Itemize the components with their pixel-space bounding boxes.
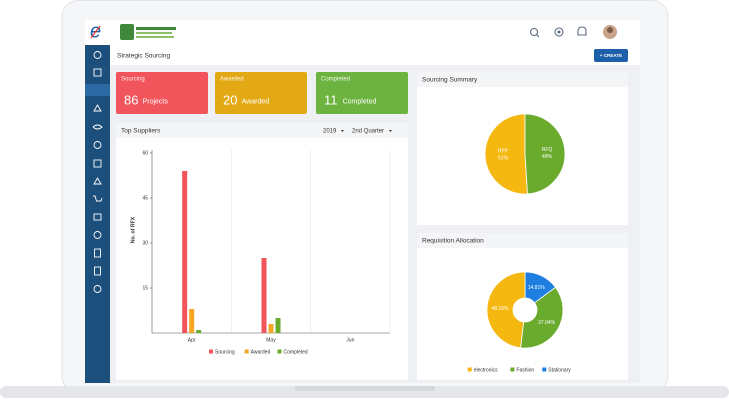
stat-card-value: 11 [324,92,338,107]
legend-label[interactable]: Fashion [516,367,534,373]
stat-card-unit: Projects [143,98,169,105]
legend-swatch [542,367,547,372]
slice[interactable] [524,113,566,195]
nav-icon[interactable] [94,266,101,276]
y-axis-label: No. of RFX [130,216,136,243]
y-tick-label: 15 [142,285,148,291]
slice[interactable] [520,286,564,349]
nav-icon[interactable] [92,124,103,130]
stat-card-value: 86 [124,92,138,107]
legend-label[interactable]: Sourcing [215,349,235,355]
panel-title: Top Suppliers [121,128,161,135]
legend-swatch [209,349,213,354]
nav-icon[interactable] [93,68,102,77]
slice[interactable] [486,271,526,349]
legend-swatch [277,349,282,354]
y-tick-label: 45 [142,195,148,201]
sidebar-active [85,84,110,96]
nav-icon[interactable] [94,248,101,258]
org-logo-text [136,27,176,30]
sub-header [110,45,640,65]
x-tick-label: Apr [188,337,196,343]
y-tick-label: 30 [142,240,148,246]
top-suppliers-panel [116,123,408,380]
dropdown-caret [389,130,392,132]
stat-card[interactable] [215,72,307,114]
dropdown-caret [341,130,344,132]
bar[interactable] [189,309,195,333]
legend-label[interactable]: Awarded [251,349,271,355]
legend-label[interactable]: Completed [284,349,308,355]
x-tick-label: Jun [346,337,354,343]
slice-value-label: 49% [542,154,553,160]
stat-card-unit: Awarded [242,98,270,105]
org-logo-text [136,32,172,34]
nav-icon[interactable] [93,285,102,293]
panel-header [116,123,408,138]
laptop-base [0,386,729,398]
laptop-notch [295,386,435,391]
panel-title: Sourcing Summary [422,77,478,84]
slice-category-label: RFQ [542,147,553,153]
target-icon[interactable] [554,27,564,37]
bar[interactable] [268,324,274,333]
legend-label[interactable]: Stationary [548,367,571,373]
panel-header [417,233,628,248]
stat-card-unit: Completed [343,98,377,105]
legend-label[interactable]: electronics [474,367,498,373]
bell-icon[interactable] [577,26,587,36]
quarter-filter[interactable]: 2nd Quarter [352,129,384,135]
nav-icon[interactable] [93,177,102,185]
stat-card-title: Completed [321,77,350,83]
nav-icon[interactable] [93,231,102,239]
legend-swatch [467,367,472,372]
slice-value-label: 48.15% [492,306,510,312]
org-logo [120,24,134,40]
avatar-face [607,27,613,33]
stat-card[interactable] [316,72,408,114]
nav-icon[interactable] [93,213,102,221]
legend-swatch [244,349,249,354]
year-filter[interactable]: 2019 [323,129,337,135]
bar[interactable] [261,258,267,333]
nav-icon[interactable] [93,141,102,149]
legend-swatch [510,367,515,372]
bar[interactable] [182,171,188,333]
bar[interactable] [196,330,202,333]
slice-value-label: 51% [498,156,509,162]
search-icon-handle [536,34,540,38]
x-tick-label: May [266,337,276,343]
create-button-label[interactable]: + CREATE [600,53,623,58]
slice-value-label: 37.04% [538,320,556,326]
page-title: Strategic Sourcing [117,53,170,60]
search-icon[interactable] [529,27,539,37]
stat-card-title: Awarded [220,77,244,83]
slice[interactable] [484,113,528,195]
stat-card[interactable] [116,72,208,114]
nav-icon[interactable] [93,104,102,112]
nav-icon[interactable] [93,51,102,59]
panel-header [417,72,628,87]
stat-card-value: 20 [223,92,237,107]
target-icon-dot [557,30,561,34]
bar[interactable] [275,318,281,333]
y-tick-label: 60 [142,150,148,156]
org-logo-text [136,36,174,38]
requisition-panel [417,233,628,380]
slice-value-label: 14.81% [528,285,546,291]
top-bar [85,20,640,45]
stat-card-title: Sourcing [121,77,145,83]
create-button[interactable] [594,49,628,62]
slice-category-label: RFP [498,149,509,155]
app-logo-accent [90,25,101,39]
panel-title: Requisition Allocation [422,238,484,245]
nav-icon[interactable] [93,159,102,168]
nav-icon[interactable] [93,195,103,202]
